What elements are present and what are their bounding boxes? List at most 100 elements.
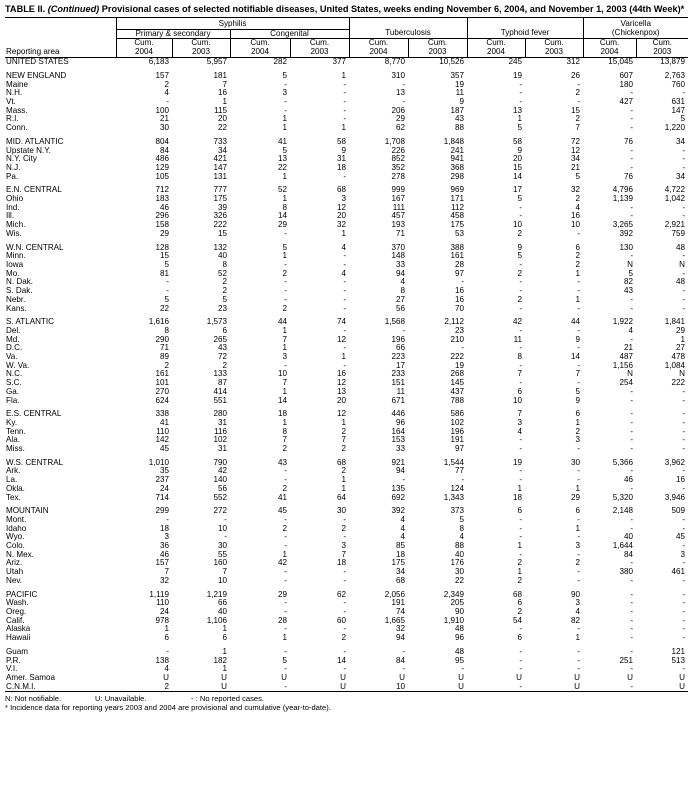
value-cell: 29 [396, 115, 406, 124]
reporting-area-cell: N. Dak. [6, 278, 33, 287]
value-cell: - [166, 278, 169, 287]
value-cell: N [679, 370, 686, 379]
value-cell: 46 [624, 476, 634, 485]
value-cell: - [682, 576, 686, 585]
reporting-area-cell: Oreg. [6, 608, 27, 616]
value-cell: 36 [159, 542, 169, 551]
header-cum-label: Cum. [599, 38, 620, 48]
value-cell: 7 [575, 370, 581, 379]
value-cell: 999 [391, 186, 406, 195]
value-cell: - [583, 682, 637, 693]
header-cum-label: Cum. [309, 38, 330, 48]
value-cell: 48 [455, 625, 465, 634]
value-cell: 2 [575, 559, 581, 568]
header-year-label: 2003 [545, 46, 564, 56]
value-cell: 759 [671, 229, 686, 238]
value-cell: - [166, 287, 169, 296]
table-row: C.N.M.I. 2 U - U 10 U - U - U [5, 682, 689, 693]
diseases-table: Syphilis Varicella Primary & secondary C… [5, 17, 689, 693]
value-cell: 1 [282, 195, 287, 204]
reporting-area-cell: Ohio [6, 195, 24, 204]
value-cell: - [343, 287, 347, 296]
reporting-area-cell: Ill. [6, 212, 15, 221]
value-cell: 5 [575, 387, 581, 396]
value-cell: - [682, 445, 686, 454]
value-cell: - [577, 576, 581, 585]
value-cell: 110 [156, 427, 169, 436]
value-cell: 138 [155, 656, 169, 665]
value-cell: 2 [575, 252, 581, 261]
reporting-area-cell: S.C. [6, 379, 22, 388]
value-cell: 88 [455, 542, 465, 551]
value-cell: - [682, 590, 686, 599]
reporting-area-cell: Ind. [6, 203, 20, 212]
reporting-area-cell: Del. [6, 326, 21, 335]
value-cell: 1 [341, 484, 347, 493]
value-cell: 310 [391, 71, 406, 80]
value-cell: 3 [341, 542, 347, 551]
value-cell: 8 [282, 427, 287, 436]
value-cell: - [682, 634, 686, 643]
value-cell: - [284, 608, 287, 616]
value-cell: 58 [337, 137, 347, 146]
value-cell: 29 [676, 326, 686, 335]
table-row: Ill. 296 326 14 20 457 458 - 16 - - [5, 212, 688, 221]
value-cell: 377 [332, 57, 347, 67]
value-cell: - [630, 89, 634, 98]
value-cell: 712 [155, 186, 169, 195]
value-cell: 74 [396, 608, 406, 616]
reporting-area-cell: C.N.M.I. [5, 682, 116, 693]
header-cum-label: Cum. [134, 38, 154, 48]
reporting-area-cell: Fla. [6, 396, 20, 405]
footnote-not-notifiable: N: Not notifiable. [5, 694, 62, 704]
value-cell: - [519, 524, 523, 533]
value-cell: 72 [217, 353, 227, 362]
value-cell: - [630, 467, 634, 476]
value-cell: 2,349 [443, 590, 465, 599]
table-row: Miss. 45 31 2 2 33 97 - - - - [5, 445, 688, 454]
value-cell: 2 [575, 115, 581, 124]
value-cell: - [224, 515, 227, 524]
value-cell: 1 [222, 665, 227, 674]
value-cell: - [402, 326, 406, 335]
value-cell: 7 [282, 335, 287, 344]
value-cell: 1 [517, 484, 523, 493]
value-cell: 1,644 [612, 542, 634, 551]
table-row: Colo. 36 30 - 3 85 88 1 3 1,644 - [5, 542, 688, 551]
value-cell: - [519, 476, 523, 485]
reporting-area-cell: Tex. [6, 493, 21, 502]
header-reporting-area: Reporting area [5, 38, 116, 59]
value-cell: 16 [571, 212, 581, 221]
reporting-area-cell: E.S. CENTRAL [6, 410, 62, 419]
header-cum-2003: Cum. 2003 [407, 38, 468, 59]
value-cell: 45 [159, 445, 169, 454]
footnote-unavailable: U: Unavailable. [95, 694, 147, 704]
value-cell: U [408, 682, 468, 693]
value-cell: - [402, 476, 406, 485]
value-cell: 9 [517, 243, 523, 252]
value-cell: - [682, 436, 686, 445]
value-cell: 14 [513, 172, 523, 181]
value-cell: 1 [575, 484, 581, 493]
value-cell: - [630, 445, 634, 454]
value-cell: 2 [164, 361, 169, 370]
value-cell: 33 [396, 260, 406, 269]
table-row: Idaho 18 10 2 2 4 8 - 1 - - [5, 525, 688, 534]
value-cell: 265 [213, 335, 227, 344]
value-cell: 66 [396, 344, 406, 353]
table-row: Amer. Samoa U U U U U U U U U U [5, 674, 688, 683]
value-cell: 5 [517, 252, 523, 261]
value-cell: 62 [396, 124, 406, 133]
value-cell: 1,841 [664, 318, 686, 327]
value-cell: 3 [680, 550, 686, 559]
value-cell: 15 [571, 106, 581, 115]
value-cell: 4 [459, 533, 465, 542]
table-row: Wis. 29 15 - 1 71 53 2 - 392 759 [5, 230, 688, 239]
table-row: Del. 8 6 1 - - 23 - - 4 29 [5, 327, 688, 336]
value-cell: 8,770 [384, 57, 406, 67]
table-row: Wyo. 3 - - - 4 4 - - 40 45 [5, 533, 688, 542]
header-blank-2 [5, 29, 116, 39]
value-cell: - [284, 542, 287, 551]
value-cell: 68 [396, 576, 406, 585]
value-cell: - [682, 427, 686, 436]
